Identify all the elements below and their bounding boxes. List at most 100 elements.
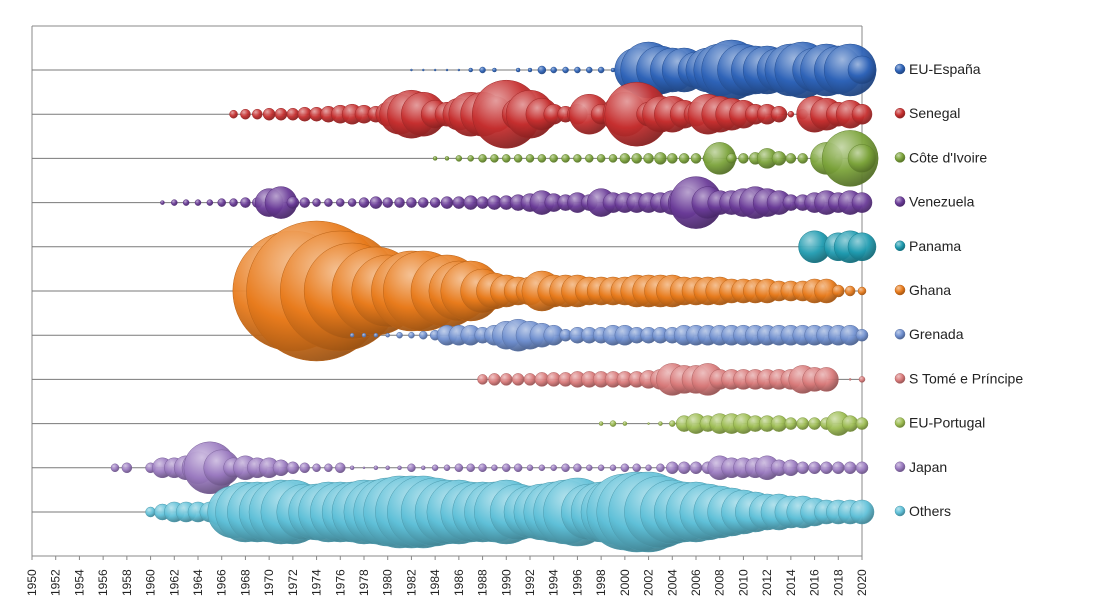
bubble-point xyxy=(550,66,557,74)
x-tick-label: 1980 xyxy=(381,569,395,596)
bubble-point xyxy=(406,197,417,208)
x-tick-label: 1964 xyxy=(191,569,205,596)
bubble-point xyxy=(182,199,190,206)
bubble-point xyxy=(849,499,875,525)
bubble-point xyxy=(851,192,873,213)
bubble-point xyxy=(858,376,866,383)
bubble-point xyxy=(689,461,703,475)
bubble-point xyxy=(678,153,690,164)
bubble-point xyxy=(857,286,867,296)
bubble-point xyxy=(841,415,859,432)
bubble-point xyxy=(609,420,617,427)
bubble-point xyxy=(479,66,486,74)
bubble-point xyxy=(586,66,593,74)
bubble-point xyxy=(608,154,618,163)
bubble-point xyxy=(229,198,238,207)
bubble-point xyxy=(385,465,390,471)
bubble-point xyxy=(561,463,570,473)
bubble-point xyxy=(422,68,425,72)
bubble-point xyxy=(523,373,537,386)
plot-area xyxy=(31,25,879,557)
bubble-point xyxy=(666,461,679,475)
x-tick-label: 2006 xyxy=(689,569,703,596)
bubble-point xyxy=(585,154,594,163)
bubble-point xyxy=(537,65,547,75)
bubble-point xyxy=(194,199,202,206)
bubble-point xyxy=(667,153,678,164)
x-tick-label: 1978 xyxy=(357,569,371,596)
bubble-point xyxy=(457,68,461,72)
bubble-point xyxy=(622,421,628,426)
x-tick-label: 2000 xyxy=(618,569,632,596)
bubble-point xyxy=(832,461,845,475)
bubble-point xyxy=(206,199,214,206)
bubble-point xyxy=(527,67,533,73)
legend-label: Panama xyxy=(909,238,961,254)
bubble-point xyxy=(738,153,749,164)
bubble-point xyxy=(336,198,345,207)
bubble-point xyxy=(847,232,877,262)
bubble-point xyxy=(396,331,403,339)
x-tick-label: 1994 xyxy=(547,569,561,596)
bubble-point xyxy=(432,156,438,161)
bubble-point xyxy=(324,463,333,473)
bubble-point xyxy=(573,463,582,473)
bubble-point xyxy=(820,461,833,475)
bubble-point xyxy=(726,153,737,164)
bubble-point xyxy=(110,463,120,473)
x-tick-label: 1988 xyxy=(476,569,490,596)
bubble-point xyxy=(433,68,437,72)
bubble-point xyxy=(408,331,415,339)
bubble-point xyxy=(770,415,788,432)
x-tick-label: 1974 xyxy=(310,569,324,596)
bubble-point xyxy=(787,110,795,118)
bubble-point xyxy=(171,199,178,206)
bubble-point xyxy=(349,465,355,471)
bubble-point xyxy=(385,332,390,338)
bubble-point xyxy=(418,197,429,208)
bubble-point xyxy=(808,417,821,430)
bubble-point xyxy=(620,463,630,473)
bubble-point xyxy=(597,66,605,74)
bubble-point xyxy=(349,332,355,338)
bubble-point xyxy=(770,105,788,123)
bubble-point xyxy=(586,464,593,472)
legend-label: Grenada xyxy=(909,326,964,342)
bubble-point xyxy=(121,462,133,474)
bubble-point xyxy=(855,461,869,475)
x-tick-label: 1996 xyxy=(570,569,584,596)
bubble-point xyxy=(466,463,475,473)
legend: EU-España Senegal Côte d'Ivoire Venezuela Pa… xyxy=(894,61,1023,519)
x-tick-label: 1960 xyxy=(144,569,158,596)
bubble-point xyxy=(656,463,665,473)
legend-marker xyxy=(894,505,906,517)
bubble-point xyxy=(515,67,521,73)
bubble-point xyxy=(490,154,499,163)
bubble-point xyxy=(690,153,702,164)
bubble-point xyxy=(467,155,474,162)
bubble-point xyxy=(286,107,300,121)
legend-marker xyxy=(894,328,906,340)
legend-label: Senegal xyxy=(909,105,960,121)
x-tick-label: 1976 xyxy=(333,569,347,596)
bubble-point xyxy=(851,103,873,125)
legend-label: EU-Portugal xyxy=(909,415,985,431)
bubble-point xyxy=(797,153,808,164)
bubble-point xyxy=(502,154,511,163)
legend-marker xyxy=(894,461,906,473)
bubble-point xyxy=(477,374,488,385)
bubble-point xyxy=(491,464,498,472)
bubble-point xyxy=(513,463,523,473)
bubble-point xyxy=(444,156,450,161)
bubble-point xyxy=(286,461,300,475)
bubble-point xyxy=(550,464,557,472)
bubble-point xyxy=(455,155,463,162)
x-tick-label: 2010 xyxy=(736,569,750,596)
x-tick-label: 1984 xyxy=(428,569,442,596)
bubble-point xyxy=(526,464,534,472)
bubble-point xyxy=(382,197,393,208)
bubble-point xyxy=(421,465,426,471)
bubble-point xyxy=(468,67,473,73)
x-tick-label: 2018 xyxy=(831,569,845,596)
bubble-point xyxy=(502,463,511,473)
